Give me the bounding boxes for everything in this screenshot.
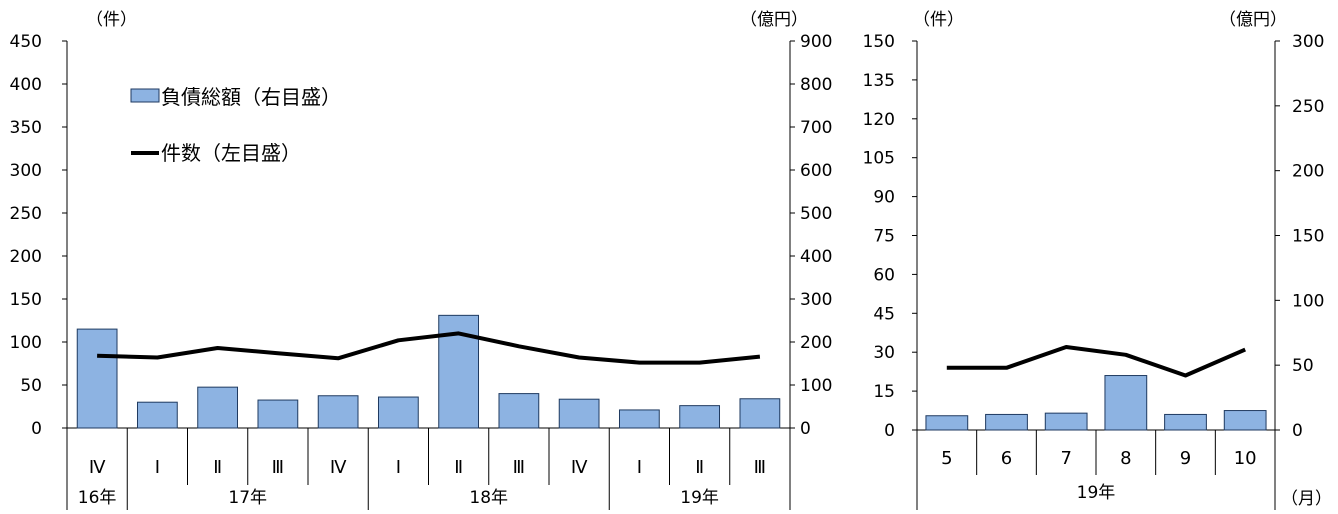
x-tick-label: Ⅲ (272, 457, 284, 478)
x-tick-label: Ⅳ (571, 457, 588, 478)
x-tick-label: 5 (941, 448, 952, 469)
series-line (97, 331, 761, 365)
right-tick-label: 300 (1292, 32, 1324, 52)
right-tick-label: 200 (800, 333, 832, 353)
left-tick-label: 75 (873, 227, 895, 247)
bar (136, 401, 178, 429)
bar (985, 413, 1028, 431)
x-tick-label: Ⅳ (89, 457, 106, 478)
bar (257, 399, 299, 429)
left-tick-label: 350 (10, 118, 42, 138)
bar (1104, 375, 1148, 431)
left-tick-label: 250 (10, 204, 42, 224)
x-tick-label: Ⅱ (454, 457, 463, 478)
bar (197, 386, 239, 429)
right-tick-label: 0 (1292, 421, 1303, 441)
x-tick-label: 10 (1234, 448, 1257, 469)
left-tick-label: 150 (863, 32, 895, 52)
chart-1: 0 50 100 150 200 250 300 350 400 450 0 100 200 300 400… (10, 10, 832, 510)
right-axis-unit: （億円） (740, 10, 808, 30)
x-tick-label: 6 (1001, 448, 1012, 469)
right-tick-label: 150 (1292, 227, 1324, 247)
left-tick-label: 135 (863, 71, 895, 91)
bar (1223, 410, 1267, 431)
left-tick-label: 400 (10, 75, 42, 95)
bar (317, 395, 359, 429)
x-tick-label: Ⅰ (637, 457, 642, 478)
bar (618, 409, 660, 429)
left-tick-label: 0 (31, 419, 42, 439)
left-tick-label: 15 (873, 382, 895, 402)
year-label: 19年 (680, 488, 719, 508)
series-line (946, 345, 1246, 378)
right-tick-label: 700 (800, 118, 832, 138)
left-tick-label: 200 (10, 247, 42, 267)
legend-bar-swatch (130, 88, 160, 103)
right-tick-label: 300 (800, 290, 832, 310)
right-tick-label: 500 (800, 204, 832, 224)
x-tick-label: Ⅱ (213, 457, 222, 478)
left-tick-label: 105 (863, 149, 895, 169)
right-axis-unit: （億円） (1219, 10, 1287, 30)
right-tick-label: 900 (800, 32, 832, 52)
left-tick-label: 45 (873, 304, 895, 324)
bar (679, 405, 721, 429)
legend-bar-label: 負債総額（右目盛） (161, 85, 341, 109)
left-tick-label: 100 (10, 333, 42, 353)
x-tick-label: Ⅱ (695, 457, 704, 478)
x-tick-label: Ⅰ (155, 457, 160, 478)
year-label: 18年 (469, 488, 508, 508)
right-tick-label: 100 (1292, 291, 1324, 311)
left-tick-label: 60 (873, 265, 895, 285)
x-tick-label: Ⅲ (513, 457, 525, 478)
right-tick-label: 100 (800, 376, 832, 396)
bar (377, 396, 419, 429)
bar (1044, 412, 1088, 431)
bar (498, 393, 540, 429)
x-tick-label: Ⅰ (396, 457, 401, 478)
right-tick-label: 50 (1292, 356, 1314, 376)
bar (1164, 413, 1207, 431)
x-tick-label: 9 (1180, 448, 1191, 469)
right-tick-label: 250 (1292, 97, 1324, 117)
right-tick-label: 0 (800, 419, 811, 439)
x-tick-label: Ⅲ (754, 457, 766, 478)
year-label: 16年 (78, 488, 117, 508)
year-label: 19年 (1077, 483, 1116, 503)
left-axis-unit: （件） (913, 10, 964, 30)
right-tick-label: 600 (800, 161, 832, 181)
legend-line-label: 件数（左目盛） (161, 141, 301, 165)
left-tick-label: 450 (10, 32, 42, 52)
bar (76, 328, 118, 429)
x-tick-label: Ⅳ (330, 457, 347, 478)
left-tick-label: 150 (10, 290, 42, 310)
x-tick-label: 7 (1060, 448, 1071, 469)
bar (739, 398, 781, 429)
right-tick-label: 800 (800, 75, 832, 95)
left-tick-label: 0 (884, 421, 895, 441)
bar (925, 415, 969, 431)
right-tick-label: 400 (800, 247, 832, 267)
legend: 負債総額（右目盛） 件数（左目盛） (130, 85, 341, 165)
x-tick-label: 8 (1120, 448, 1131, 469)
left-tick-label: 300 (10, 161, 42, 181)
bar (558, 398, 600, 429)
x-axis-unit: （月） (1281, 489, 1332, 509)
left-tick-label: 90 (873, 188, 895, 208)
left-tick-label: 30 (873, 343, 895, 363)
left-tick-label: 50 (20, 376, 42, 396)
left-axis-unit: （件） (86, 10, 137, 30)
chart-2: 0153045607590105120135150050100150200250… (863, 10, 1332, 510)
left-tick-label: 120 (863, 110, 895, 130)
right-tick-label: 200 (1292, 162, 1324, 182)
year-label: 17年 (228, 488, 267, 508)
